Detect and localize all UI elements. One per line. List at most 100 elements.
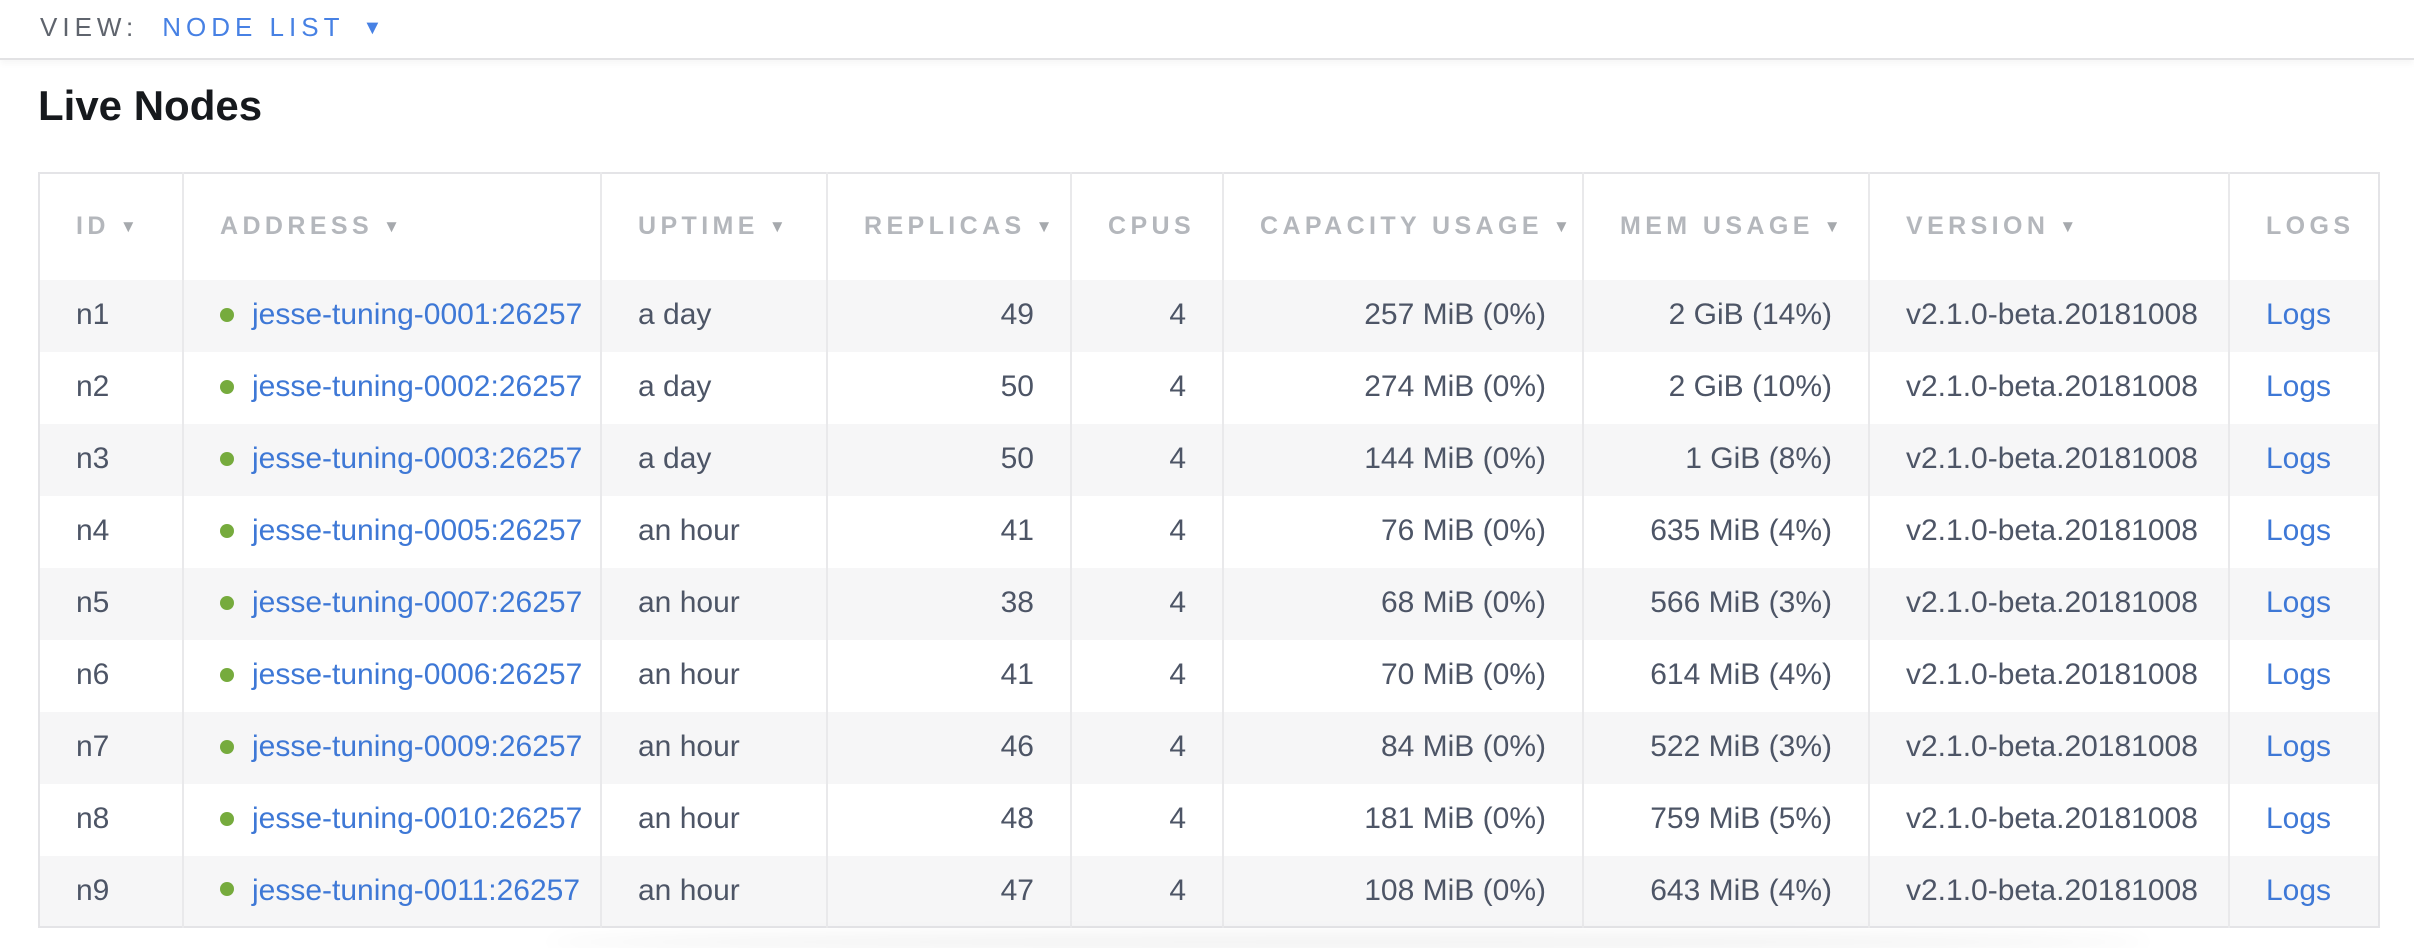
node-uptime-cell: an hour (600, 495, 827, 567)
column-header-replicas[interactable]: REPLICAS ▼ (826, 173, 1071, 279)
view-selector-dropdown[interactable]: NODE LIST ▼ (162, 12, 382, 42)
node-replicas-cell: 47 (826, 855, 1071, 927)
node-address-link[interactable]: jesse-tuning-0003:26257 (252, 442, 583, 476)
node-logs-cell: Logs (2228, 567, 2379, 639)
node-address-cell: jesse-tuning-0007:26257 (182, 567, 601, 639)
node-uptime-cell: a day (600, 351, 827, 423)
node-address-link[interactable]: jesse-tuning-0005:26257 (252, 514, 583, 548)
node-id-cell: n6 (76, 658, 110, 692)
logs-link[interactable]: Logs (2266, 370, 2332, 404)
column-header-mem-usage[interactable]: MEM USAGE ▼ (1582, 173, 1869, 279)
node-address-cell: jesse-tuning-0002:26257 (182, 351, 601, 423)
sort-arrow-icon: ▼ (1552, 216, 1570, 237)
node-capacity-usage-cell: 68 MiB (0%) (1222, 567, 1583, 639)
column-label: REPLICAS (864, 212, 1026, 241)
table-row: n7 jesse-tuning-0009:26257 an hour 46 4 … (39, 711, 2379, 783)
node-address-link[interactable]: jesse-tuning-0009:26257 (252, 730, 583, 764)
node-address-link[interactable]: jesse-tuning-0011:26257 (252, 873, 581, 908)
sort-arrow-icon: ▼ (768, 216, 786, 237)
sort-arrow-icon: ▼ (119, 216, 137, 237)
column-label: CPUS (1108, 212, 1196, 241)
column-header-address[interactable]: ADDRESS ▼ (182, 173, 601, 279)
node-uptime-cell: a day (600, 423, 827, 495)
node-replicas-cell: 48 (826, 783, 1071, 855)
node-id-cell: n5 (76, 586, 110, 620)
node-uptime-cell: an hour (600, 567, 827, 639)
live-status-dot-icon (220, 882, 234, 897)
column-label: ID (76, 212, 110, 241)
node-address-link[interactable]: jesse-tuning-0010:26257 (252, 802, 583, 836)
node-mem-usage-cell: 643 MiB (4%) (1582, 855, 1869, 927)
bottom-scroll-shadow (548, 934, 2148, 948)
logs-link[interactable]: Logs (2266, 802, 2332, 836)
column-label: LOGS (2266, 212, 2355, 241)
node-version-cell: v2.1.0-beta.20181008 (1868, 855, 2229, 927)
node-logs-cell: Logs (2228, 495, 2379, 567)
node-version-cell: v2.1.0-beta.20181008 (1868, 423, 2229, 495)
node-version-cell: v2.1.0-beta.20181008 (1868, 495, 2229, 567)
column-header-logs: LOGS (2228, 173, 2379, 279)
table-header: ID ▼ ADDRESS ▼ UPTIME ▼ REPLICAS ▼ CPUS (39, 173, 2379, 279)
column-header-uptime[interactable]: UPTIME ▼ (600, 173, 827, 279)
node-version-cell: v2.1.0-beta.20181008 (1868, 639, 2229, 711)
column-header-cpus: CPUS (1070, 173, 1223, 279)
logs-link[interactable]: Logs (2266, 730, 2332, 764)
table-body: n1 jesse-tuning-0001:26257 a day 49 4 25… (39, 279, 2379, 927)
column-label: CAPACITY USAGE (1260, 212, 1543, 241)
table-row: n3 jesse-tuning-0003:26257 a day 50 4 14… (39, 423, 2379, 495)
node-logs-cell: Logs (2228, 351, 2379, 423)
live-status-dot-icon (220, 523, 234, 538)
node-replicas-cell: 38 (826, 567, 1071, 639)
node-uptime-cell: an hour (600, 783, 827, 855)
node-capacity-usage-cell: 274 MiB (0%) (1222, 351, 1583, 423)
node-address-cell: jesse-tuning-0001:26257 (182, 279, 601, 351)
node-cpus-cell: 4 (1070, 495, 1223, 567)
node-mem-usage-cell: 2 GiB (10%) (1582, 351, 1869, 423)
node-id-cell: n4 (76, 514, 110, 548)
table-row: n1 jesse-tuning-0001:26257 a day 49 4 25… (39, 279, 2379, 351)
column-header-version[interactable]: VERSION ▼ (1868, 173, 2229, 279)
node-capacity-usage-cell: 181 MiB (0%) (1222, 783, 1583, 855)
node-mem-usage-cell: 2 GiB (14%) (1582, 279, 1869, 351)
node-uptime-cell: an hour (600, 855, 827, 927)
node-cpus-cell: 4 (1070, 783, 1223, 855)
column-header-id[interactable]: ID ▼ (39, 173, 183, 279)
view-bar: VIEW: NODE LIST ▼ (0, 0, 2414, 60)
node-uptime-cell: an hour (600, 639, 827, 711)
logs-link[interactable]: Logs (2266, 658, 2332, 692)
logs-link[interactable]: Logs (2266, 586, 2332, 620)
node-logs-cell: Logs (2228, 279, 2379, 351)
node-address-link[interactable]: jesse-tuning-0001:26257 (252, 298, 583, 332)
nodes-table-container: ID ▼ ADDRESS ▼ UPTIME ▼ REPLICAS ▼ CPUS (38, 172, 2380, 948)
node-address-cell: jesse-tuning-0011:26257 (182, 855, 601, 927)
logs-link[interactable]: Logs (2266, 442, 2332, 476)
node-replicas-cell: 41 (826, 495, 1071, 567)
node-address-link[interactable]: jesse-tuning-0002:26257 (252, 370, 583, 404)
node-capacity-usage-cell: 257 MiB (0%) (1222, 279, 1583, 351)
table-row: n4 jesse-tuning-0005:26257 an hour 41 4 … (39, 495, 2379, 567)
table-row: n9 jesse-tuning-0011:26257 an hour 47 4 … (39, 855, 2379, 927)
node-mem-usage-cell: 566 MiB (3%) (1582, 567, 1869, 639)
node-capacity-usage-cell: 76 MiB (0%) (1222, 495, 1583, 567)
node-address-link[interactable]: jesse-tuning-0007:26257 (252, 586, 583, 620)
node-version-cell: v2.1.0-beta.20181008 (1868, 279, 2229, 351)
column-label: UPTIME (638, 212, 759, 241)
node-version-cell: v2.1.0-beta.20181008 (1868, 783, 2229, 855)
logs-link[interactable]: Logs (2266, 298, 2332, 332)
node-version-cell: v2.1.0-beta.20181008 (1868, 567, 2229, 639)
sort-arrow-icon: ▼ (1035, 216, 1053, 237)
node-address-cell: jesse-tuning-0003:26257 (182, 423, 601, 495)
view-label: VIEW: (40, 12, 139, 42)
node-mem-usage-cell: 522 MiB (3%) (1582, 711, 1869, 783)
logs-link[interactable]: Logs (2266, 514, 2332, 548)
node-address-link[interactable]: jesse-tuning-0006:26257 (252, 658, 583, 692)
node-version-cell: v2.1.0-beta.20181008 (1868, 711, 2229, 783)
table-row: n2 jesse-tuning-0002:26257 a day 50 4 27… (39, 351, 2379, 423)
node-address-cell: jesse-tuning-0009:26257 (182, 711, 601, 783)
table-row: n5 jesse-tuning-0007:26257 an hour 38 4 … (39, 567, 2379, 639)
column-header-capacity-usage[interactable]: CAPACITY USAGE ▼ (1222, 173, 1583, 279)
node-address-cell: jesse-tuning-0005:26257 (182, 495, 601, 567)
logs-link[interactable]: Logs (2266, 873, 2332, 908)
node-id-cell: n1 (76, 298, 110, 332)
sort-arrow-icon: ▼ (383, 216, 400, 237)
